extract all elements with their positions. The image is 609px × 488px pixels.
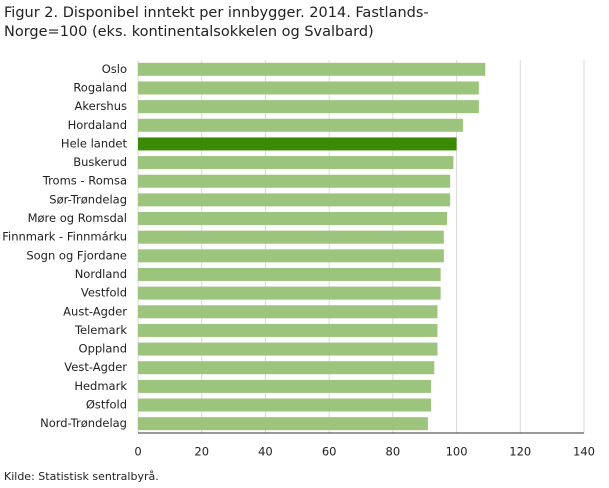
x-tick-label: 0 [134,445,141,459]
y-tick-label: Akershus [75,99,127,113]
x-tick-label: 140 [573,445,595,459]
bar [138,230,444,244]
source-note: Kilde: Statistisk sentralbyrå. [4,470,159,483]
bar [138,342,438,356]
bar [138,249,444,263]
y-tick-label: Hordaland [68,118,127,132]
y-tick-label: Hedmark [74,379,127,393]
y-tick-label: Sør-Trøndelag [49,192,127,206]
x-tick-label: 40 [258,445,273,459]
x-tick-label: 60 [322,445,337,459]
bar [138,118,463,132]
y-tick-label: Sogn og Fjordane [26,248,127,262]
bar [138,193,451,207]
bar [138,137,457,151]
x-tick-label: 120 [509,445,531,459]
y-tick-label: Rogaland [73,80,127,94]
bar [138,174,451,188]
y-tick-label: Telemark [74,323,127,337]
bar [138,323,438,337]
bar [138,286,441,300]
bar [138,100,479,114]
bar [138,267,441,281]
y-tick-label: Nordland [75,267,127,281]
y-tick-label: Vest-Agder [64,360,127,374]
bar [138,417,428,431]
bar [138,361,435,375]
bar [138,81,479,95]
y-tick-label: Oslo [102,62,127,76]
y-tick-label: Østfold [86,398,127,412]
bar [138,379,432,393]
chart-title: Figur 2. Disponibel inntekt per innbygge… [4,5,429,40]
x-tick-label: 20 [194,445,209,459]
bar [138,62,486,76]
bar [138,398,432,412]
y-tick-label: Oppland [79,342,127,356]
y-tick-label: Nord-Trøndelag [40,416,127,430]
y-tick-label: Troms - Romsa [42,174,127,188]
x-tick-label: 80 [386,445,401,459]
y-tick-label: Aust-Agder [63,304,127,318]
y-tick-label: Vestfold [81,286,127,300]
y-tick-label: Finnmark - Finnmárku [2,230,127,244]
y-tick-label: Hele landet [61,136,128,150]
bar [138,305,438,319]
x-tick-label: 100 [446,445,468,459]
bar [138,212,448,226]
bar [138,156,454,170]
y-tick-label: Buskerud [73,155,127,169]
y-tick-label: Møre og Romsdal [28,211,127,225]
